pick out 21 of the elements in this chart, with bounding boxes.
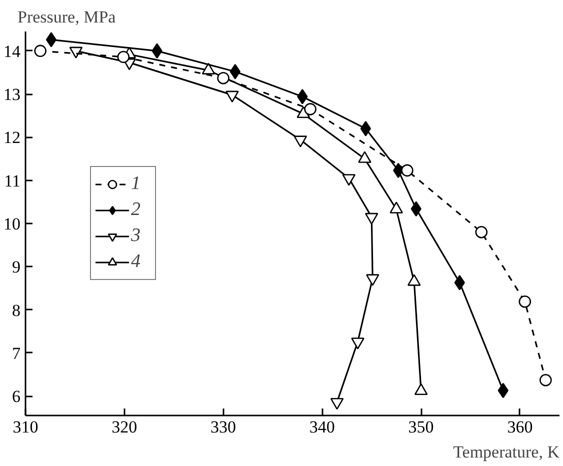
y-tick-label: 11	[4, 171, 21, 190]
x-tick-label: 320	[112, 418, 138, 436]
y-tick-label: 13	[4, 85, 20, 104]
y-tick-label: 7	[12, 344, 21, 363]
x-tick-label: 330	[210, 418, 236, 436]
legend-label: 4	[131, 250, 142, 274]
x-axis-title: Temperature, K	[453, 442, 560, 462]
x-tick-label: 360	[507, 418, 533, 436]
y-tick-label: 6	[12, 387, 20, 406]
legend-label: 3	[131, 224, 142, 248]
y-tick-label: 9	[12, 258, 20, 277]
y-tick-label: 12	[4, 128, 20, 148]
y-tick-label: 10	[4, 214, 20, 234]
y-axis-title: Pressure, MPa	[18, 8, 116, 26]
legend-label: 1	[131, 172, 142, 196]
x-tick-label: 310	[12, 418, 38, 436]
y-tick-label: 14	[4, 42, 21, 61]
legend-label: 2	[131, 198, 142, 222]
x-tick-label: 350	[408, 418, 434, 436]
x-tick-label: 340	[309, 418, 335, 436]
y-tick-label: 8	[12, 300, 20, 320]
